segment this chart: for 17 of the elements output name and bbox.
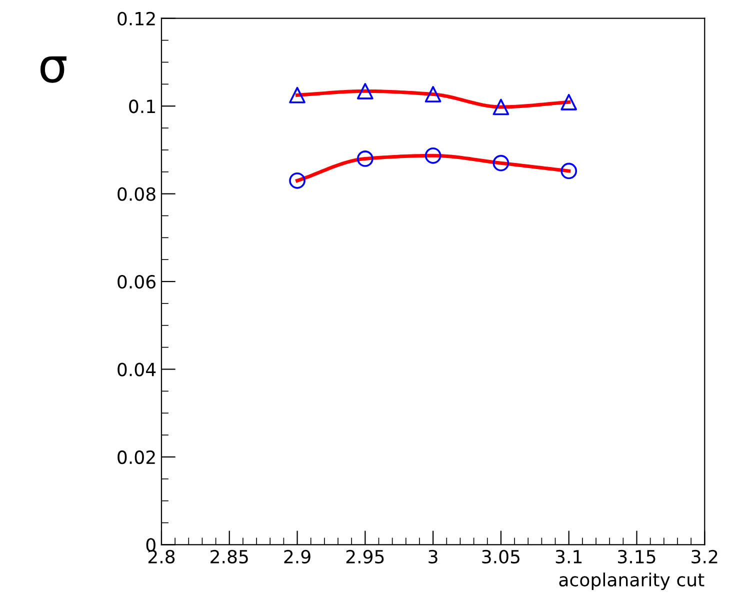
- x-tick-label: 3.1: [556, 550, 582, 564]
- x-tick-label: 3: [428, 550, 438, 564]
- x-axis-title: acoplanarity cut: [559, 572, 704, 590]
- x-tick-label: 3.2: [692, 550, 718, 564]
- y-tick-label: 0.06: [118, 274, 156, 289]
- y-tick-label: 0.04: [118, 362, 156, 376]
- y-tick-label: 0.12: [118, 12, 155, 26]
- y-tick-label: 0.1: [129, 100, 155, 114]
- y-axis-title: σ: [40, 56, 66, 83]
- x-tick-label: 2.85: [210, 550, 248, 564]
- y-tick-label: 0.08: [118, 187, 156, 201]
- x-tick-label: 3.05: [482, 550, 520, 564]
- x-tick-label: 3.15: [618, 550, 656, 564]
- x-tick-label: 2.95: [346, 550, 384, 564]
- x-tick-label: 2.8: [148, 550, 175, 564]
- x-tick-label: 2.9: [284, 550, 310, 564]
- y-tick-label: 0.02: [118, 450, 155, 464]
